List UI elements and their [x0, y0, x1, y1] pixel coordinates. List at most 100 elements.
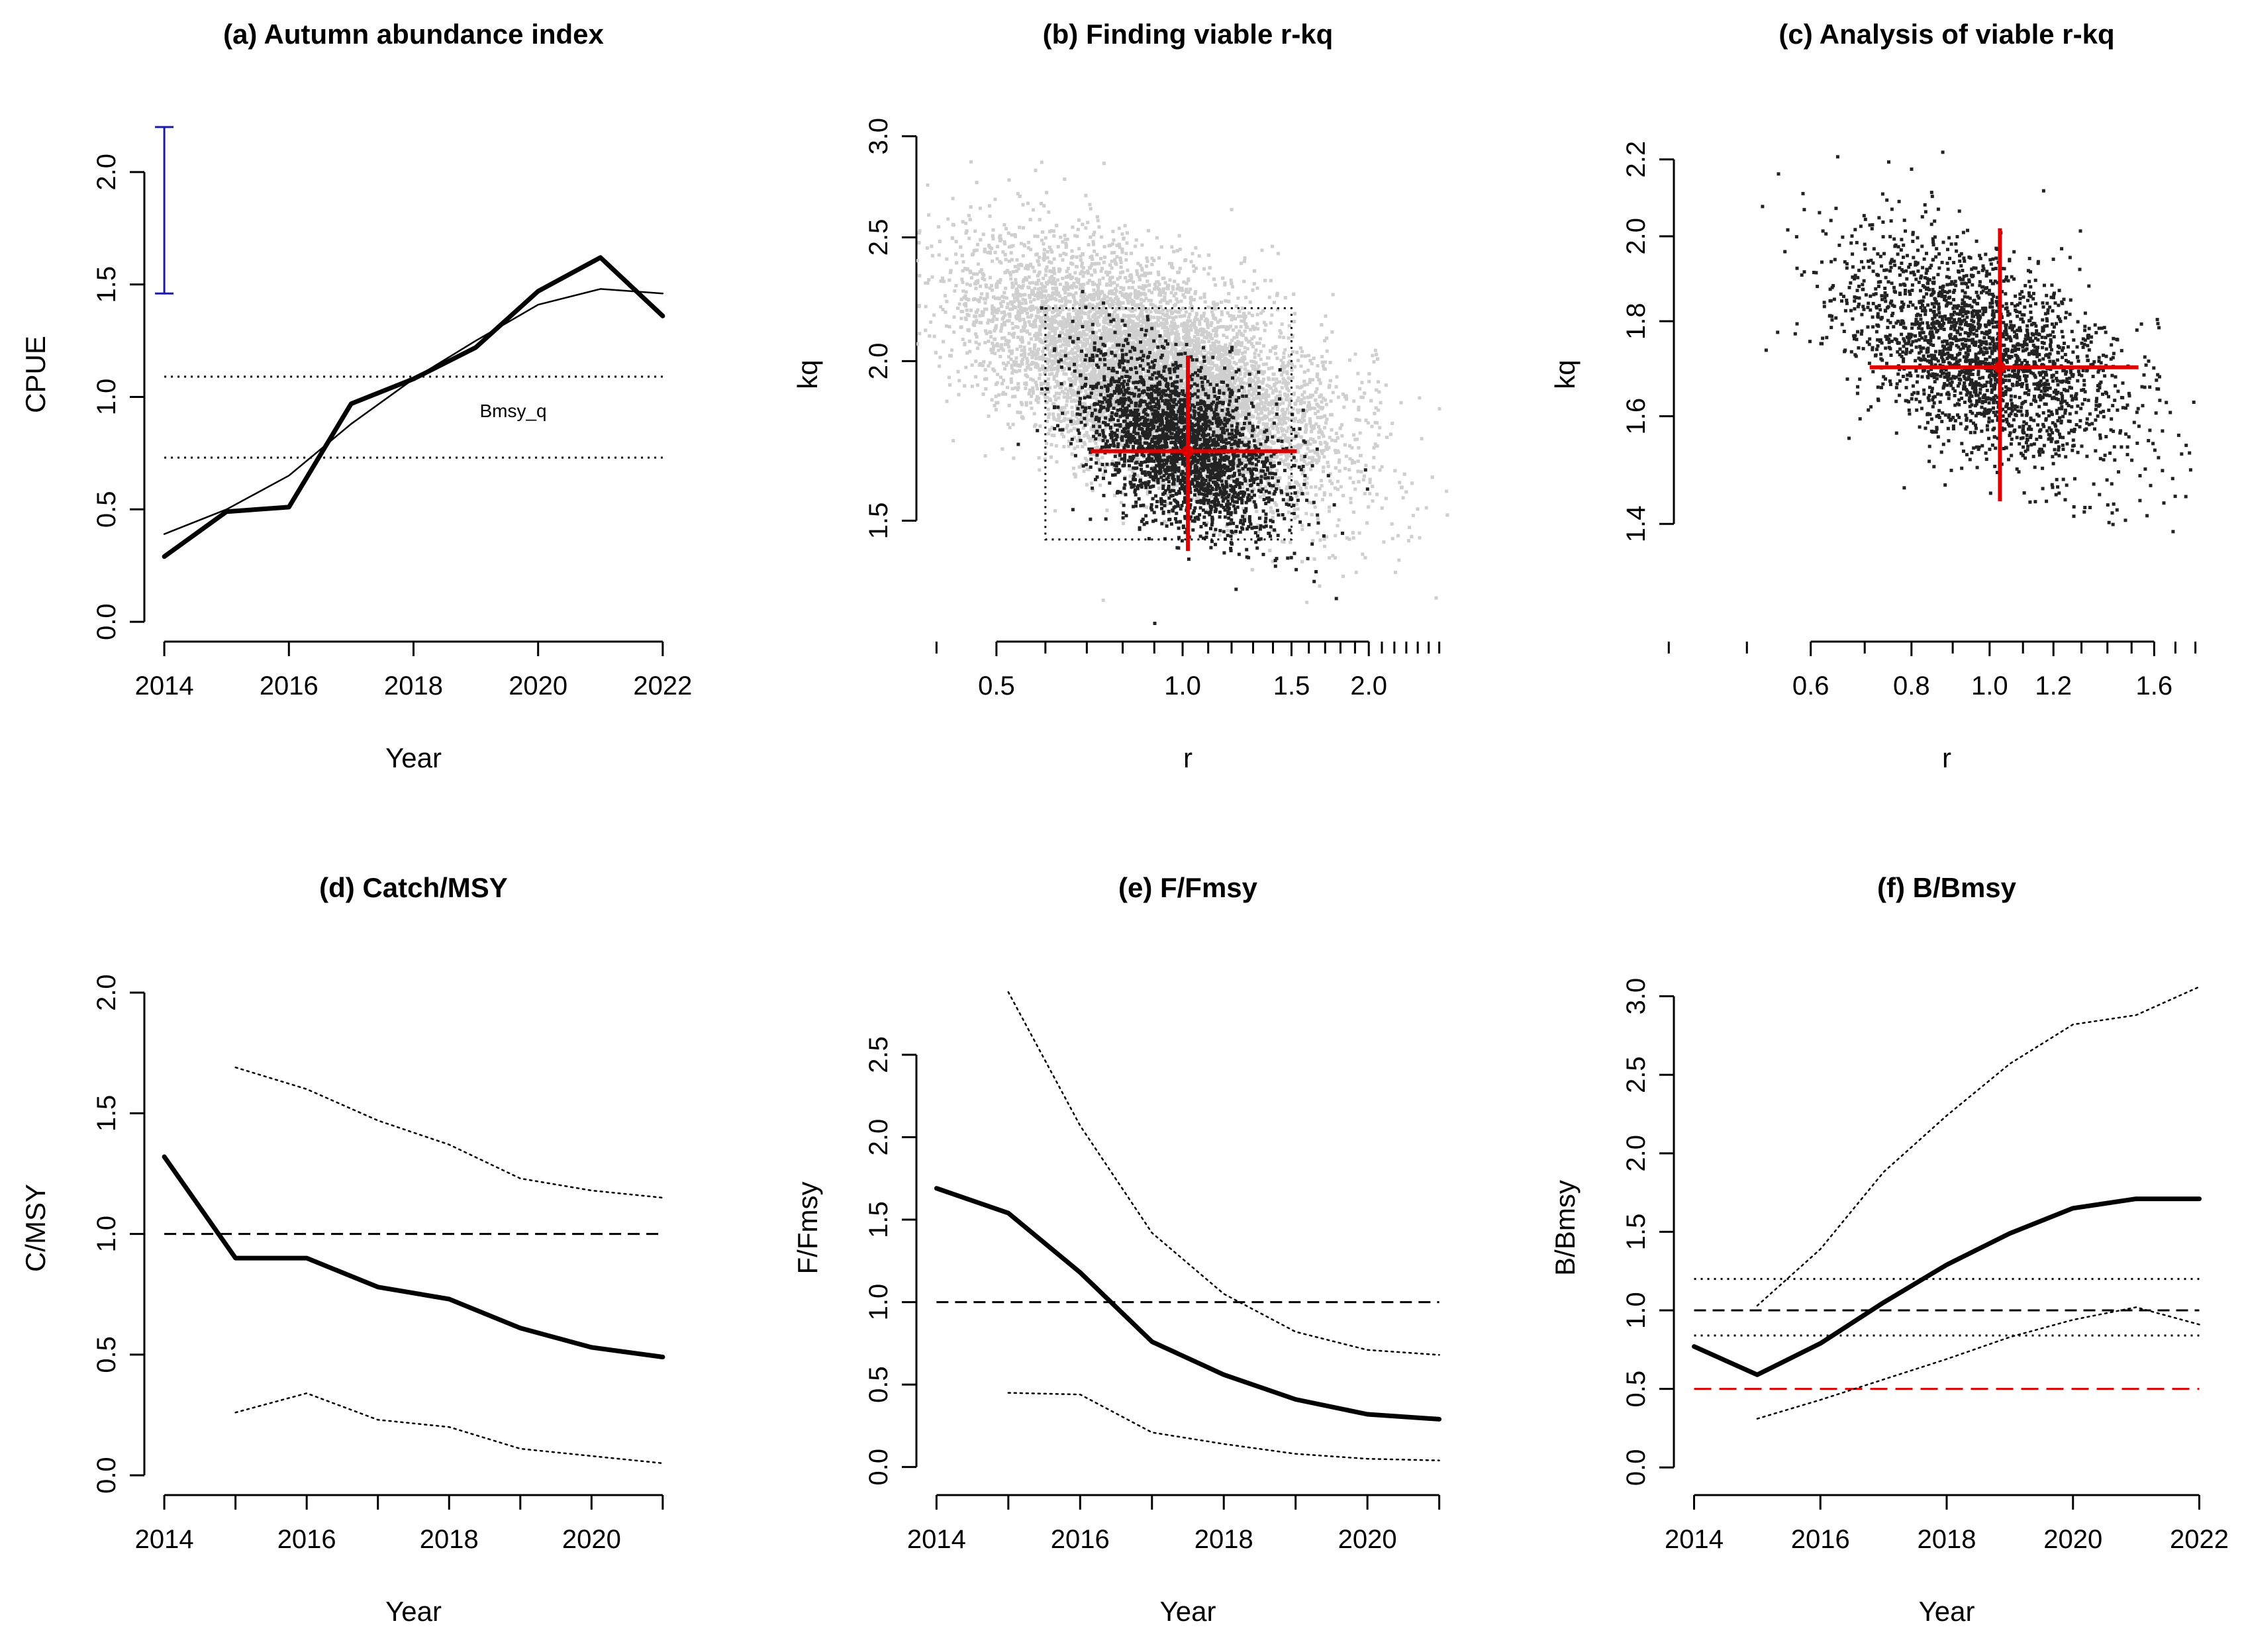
scatter-point	[1349, 497, 1353, 501]
scatter-point	[1322, 491, 1326, 495]
scatter-point	[1176, 324, 1180, 328]
scatter-point	[1240, 352, 1244, 356]
scatter-point	[1048, 269, 1052, 273]
scatter-point	[1119, 261, 1123, 264]
scatter-point	[1257, 471, 1261, 475]
scatter-point	[1378, 468, 1382, 472]
scatter-point	[993, 337, 997, 341]
scatter-point	[988, 361, 992, 365]
x-tick-label: 2020	[509, 671, 567, 701]
scatter-point	[1097, 225, 1101, 229]
scatter-point	[1269, 446, 1273, 450]
scatter-point	[1311, 393, 1314, 397]
scatter-point	[1418, 536, 1422, 540]
scatter-point	[1302, 460, 1306, 463]
scatter-point	[964, 365, 968, 369]
scatter-point	[936, 225, 940, 229]
scatter-point	[1055, 460, 1059, 464]
scatter-point	[1054, 374, 1058, 377]
scatter-point	[1310, 407, 1314, 410]
scatter-point	[1143, 438, 1147, 442]
scatter-point	[1256, 327, 1260, 331]
scatter-point	[1095, 456, 1098, 460]
scatter-point	[999, 277, 1002, 281]
scatter-point	[1015, 347, 1019, 351]
scatter-point	[1177, 340, 1181, 344]
scatter-point	[1270, 313, 1274, 317]
scatter-point	[1226, 528, 1230, 532]
scatter-point	[1283, 411, 1287, 414]
scatter-point	[1204, 353, 1208, 357]
scatter-point	[1293, 365, 1296, 369]
scatter-point	[1207, 340, 1211, 344]
scatter-point	[1142, 287, 1145, 291]
scatter-point	[1187, 315, 1191, 319]
scatter-point	[1287, 436, 1291, 440]
scatter-point	[1093, 230, 1097, 234]
scatter-point	[974, 375, 977, 379]
scatter-point	[1316, 531, 1320, 535]
scatter-point	[1126, 373, 1130, 376]
scatter-point	[967, 313, 971, 317]
scatter-point	[1036, 294, 1040, 298]
scatter-point	[1187, 336, 1191, 340]
scatter-point	[969, 276, 973, 280]
scatter-point	[1063, 234, 1067, 238]
scatter-point	[1243, 329, 1247, 333]
scatter-point	[985, 295, 989, 299]
scatter-point	[1087, 311, 1091, 315]
scatter-point	[1046, 250, 1049, 254]
scatter-point	[1275, 468, 1279, 472]
scatter-point	[1246, 369, 1250, 373]
scatter-point	[1092, 288, 1096, 292]
scatter-point	[1056, 383, 1059, 387]
scatter-point	[1109, 328, 1113, 332]
scatter-point	[1247, 389, 1251, 393]
scatter-point	[1227, 352, 1230, 356]
scatter-point	[1040, 391, 1044, 395]
scatter-point	[1043, 371, 1047, 375]
scatter-point	[1143, 343, 1147, 347]
scatter-point	[1291, 418, 1294, 421]
scatter-point	[1300, 454, 1303, 458]
scatter-point	[1102, 311, 1106, 315]
scatter-point	[1063, 291, 1067, 295]
scatter-point	[1300, 489, 1304, 493]
scatter-point	[957, 379, 961, 383]
scatter-point	[965, 282, 969, 286]
scatter-point	[1209, 333, 1213, 336]
scatter-point	[1087, 243, 1091, 247]
scatter-point	[1110, 242, 1114, 246]
scatter-point	[947, 375, 951, 379]
scatter-point	[1275, 424, 1279, 428]
scatter-point	[1174, 315, 1178, 319]
scatter-point	[1309, 395, 1313, 399]
scatter-point	[1354, 570, 1358, 574]
scatter-point	[1128, 394, 1132, 398]
scatter-point	[1207, 369, 1211, 373]
scatter-point	[1147, 228, 1150, 232]
scatter-point	[1314, 422, 1318, 426]
scatter-point	[1249, 360, 1253, 364]
scatter-point	[1174, 291, 1178, 295]
scatter-point	[1006, 422, 1010, 426]
scatter-point	[1089, 364, 1093, 367]
scatter-point	[1299, 458, 1303, 462]
scatter-point	[983, 301, 987, 305]
scatter-point	[1324, 360, 1327, 364]
scatter-point	[1065, 393, 1069, 396]
scatter-point	[1378, 426, 1382, 430]
scatter-point	[968, 350, 972, 354]
scatter-point	[945, 324, 949, 328]
scatter-point	[1024, 301, 1028, 305]
scatter-point	[1055, 350, 1058, 354]
scatter-point	[1222, 346, 1226, 350]
scatter-point	[1067, 307, 1071, 311]
scatter-point	[1398, 481, 1402, 485]
x-tick-label: 0.5	[978, 671, 1015, 701]
x-axis-label: r	[1183, 742, 1193, 773]
scatter-point	[1279, 358, 1283, 362]
scatter-point	[1329, 399, 1333, 403]
scatter-point	[1278, 329, 1282, 333]
scatter-point	[1138, 367, 1142, 371]
